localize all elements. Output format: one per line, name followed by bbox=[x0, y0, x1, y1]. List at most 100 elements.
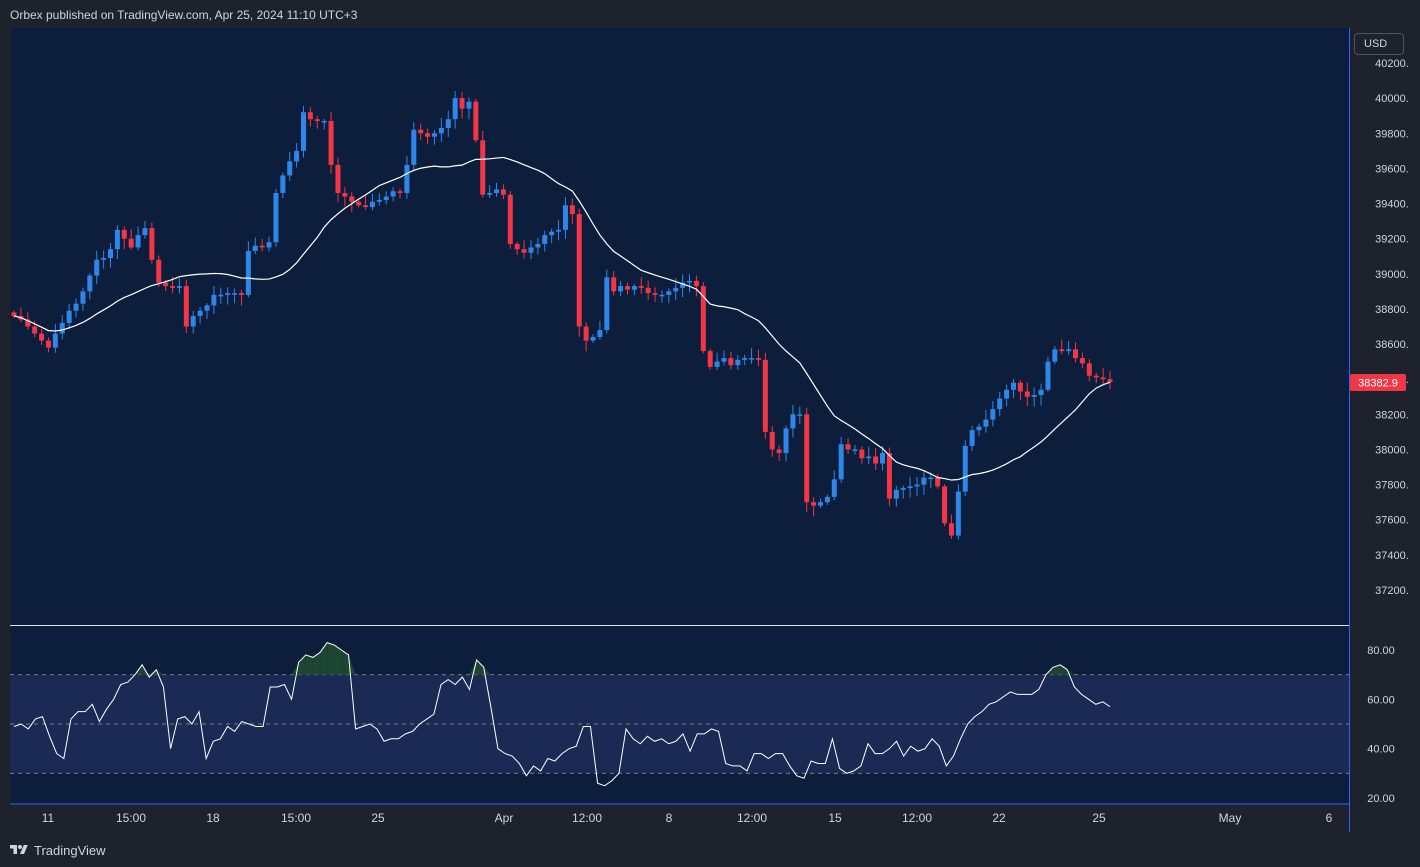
candle-body bbox=[721, 358, 727, 362]
candle-body bbox=[25, 319, 31, 327]
time-tick-label: 15 bbox=[828, 811, 842, 825]
candle-body bbox=[638, 286, 644, 288]
candle-body bbox=[431, 133, 437, 137]
chart-area[interactable]: 40200.0 40000.0 39800.0 39600.0 39400.0 39200… bbox=[10, 28, 1415, 832]
price-tick-label: 37600.0 bbox=[1375, 515, 1409, 527]
candle-body bbox=[170, 286, 176, 288]
rsi-overbought-fill bbox=[483, 667, 491, 675]
candle-body bbox=[390, 191, 396, 197]
candle-body bbox=[149, 228, 155, 260]
candle-body bbox=[693, 280, 699, 287]
candle-body bbox=[1004, 389, 1010, 399]
candle-body bbox=[680, 282, 686, 288]
rsi-line bbox=[13, 642, 1111, 787]
candle-body bbox=[39, 333, 45, 341]
candle-body bbox=[114, 229, 120, 250]
chart-svg[interactable]: 40200.0 40000.0 39800.0 39600.0 39400.0 39200… bbox=[10, 28, 1415, 832]
moving-average-series bbox=[13, 156, 1111, 481]
candle-body bbox=[893, 489, 899, 499]
candle-body bbox=[569, 205, 575, 215]
rsi-tick-label: 60.00 bbox=[1367, 694, 1395, 706]
candle-body bbox=[749, 358, 755, 360]
candle-body bbox=[1093, 375, 1099, 378]
candle-body bbox=[535, 243, 541, 248]
candle-body bbox=[962, 445, 968, 492]
candle-body bbox=[590, 337, 596, 341]
candle-body bbox=[328, 120, 334, 165]
rsi-overbought-fill bbox=[305, 654, 313, 675]
candle-body bbox=[935, 477, 941, 487]
candle-body bbox=[307, 112, 313, 120]
footer-brand-label: TradingView bbox=[34, 842, 106, 858]
price-tick-label: 40200.0 bbox=[1375, 58, 1409, 70]
candle-body bbox=[618, 286, 624, 292]
time-tick-label: 25 bbox=[1092, 811, 1106, 825]
candle-body bbox=[411, 129, 417, 165]
candle-body bbox=[742, 358, 748, 360]
candle-body bbox=[1073, 349, 1079, 359]
candle-body bbox=[108, 249, 114, 258]
candle-body bbox=[859, 449, 865, 459]
candle-body bbox=[349, 196, 355, 202]
candle-body bbox=[811, 502, 817, 506]
candle-body bbox=[666, 291, 672, 295]
rsi-series bbox=[13, 642, 1111, 787]
candle-body bbox=[583, 326, 589, 341]
candle-body bbox=[597, 330, 603, 338]
currency-button[interactable]: USD bbox=[1354, 33, 1404, 55]
candle-body bbox=[1059, 349, 1065, 352]
time-tick-label: 6 bbox=[1326, 811, 1333, 825]
price-tick-label: 39200.0 bbox=[1375, 234, 1409, 246]
candle-body bbox=[156, 259, 162, 283]
price-tick-label: 38600.0 bbox=[1375, 339, 1409, 351]
candle-body bbox=[425, 133, 431, 137]
candle-body bbox=[1066, 349, 1072, 352]
candle-body bbox=[976, 426, 982, 431]
candle-body bbox=[900, 488, 906, 490]
candle-body bbox=[907, 486, 913, 489]
candle-body bbox=[824, 496, 830, 503]
candle-body bbox=[459, 98, 465, 109]
candle-body bbox=[873, 456, 879, 464]
candle-body bbox=[245, 250, 251, 295]
rsi-tick-label: 80.00 bbox=[1367, 645, 1395, 657]
time-tick-label: 12:00 bbox=[902, 811, 932, 825]
candle-body bbox=[687, 280, 693, 283]
last-price-label: 38382.9 bbox=[1358, 378, 1398, 390]
time-axis[interactable]: 11 15:00 18 15:00 25 Apr 12:00 8 12:00 15 12:00 22 2… bbox=[42, 811, 1333, 825]
candle-body bbox=[183, 286, 189, 327]
candle-body bbox=[445, 119, 451, 128]
candle-body bbox=[190, 315, 196, 327]
price-tick-label: 39000.0 bbox=[1375, 269, 1409, 281]
time-tick-label: 15:00 bbox=[281, 811, 311, 825]
candle-body bbox=[32, 326, 38, 334]
candle-body bbox=[604, 277, 610, 331]
candle-body bbox=[942, 486, 948, 524]
candle-series bbox=[11, 91, 1113, 540]
candle-body bbox=[397, 191, 403, 193]
candle-body bbox=[983, 419, 989, 427]
candle-body bbox=[1100, 377, 1106, 380]
rsi-tick-label: 40.00 bbox=[1367, 744, 1395, 756]
candle-body bbox=[204, 305, 210, 311]
price-tick-label: 40000.0 bbox=[1375, 93, 1409, 105]
candle-body bbox=[762, 359, 768, 432]
candle-body bbox=[611, 277, 617, 292]
candle-body bbox=[948, 523, 954, 536]
price-axis[interactable]: 40200.0 40000.0 39800.0 39600.0 39400.0 39200… bbox=[1367, 58, 1415, 805]
candle-body bbox=[652, 293, 658, 295]
candle-body bbox=[66, 310, 72, 323]
candle-body bbox=[624, 286, 630, 290]
candle-body bbox=[45, 340, 51, 348]
candle-body bbox=[542, 235, 548, 244]
price-tick-label: 37800.0 bbox=[1375, 480, 1409, 492]
candle-body bbox=[1031, 395, 1037, 397]
candle-body bbox=[1010, 382, 1016, 390]
candle-body bbox=[631, 286, 637, 290]
candle-body bbox=[452, 98, 458, 120]
price-tick-label: 38200.0 bbox=[1375, 409, 1409, 421]
candle-body bbox=[990, 409, 996, 420]
candle-body bbox=[135, 235, 141, 248]
candle-body bbox=[404, 164, 410, 193]
rsi-levels bbox=[10, 674, 1349, 774]
